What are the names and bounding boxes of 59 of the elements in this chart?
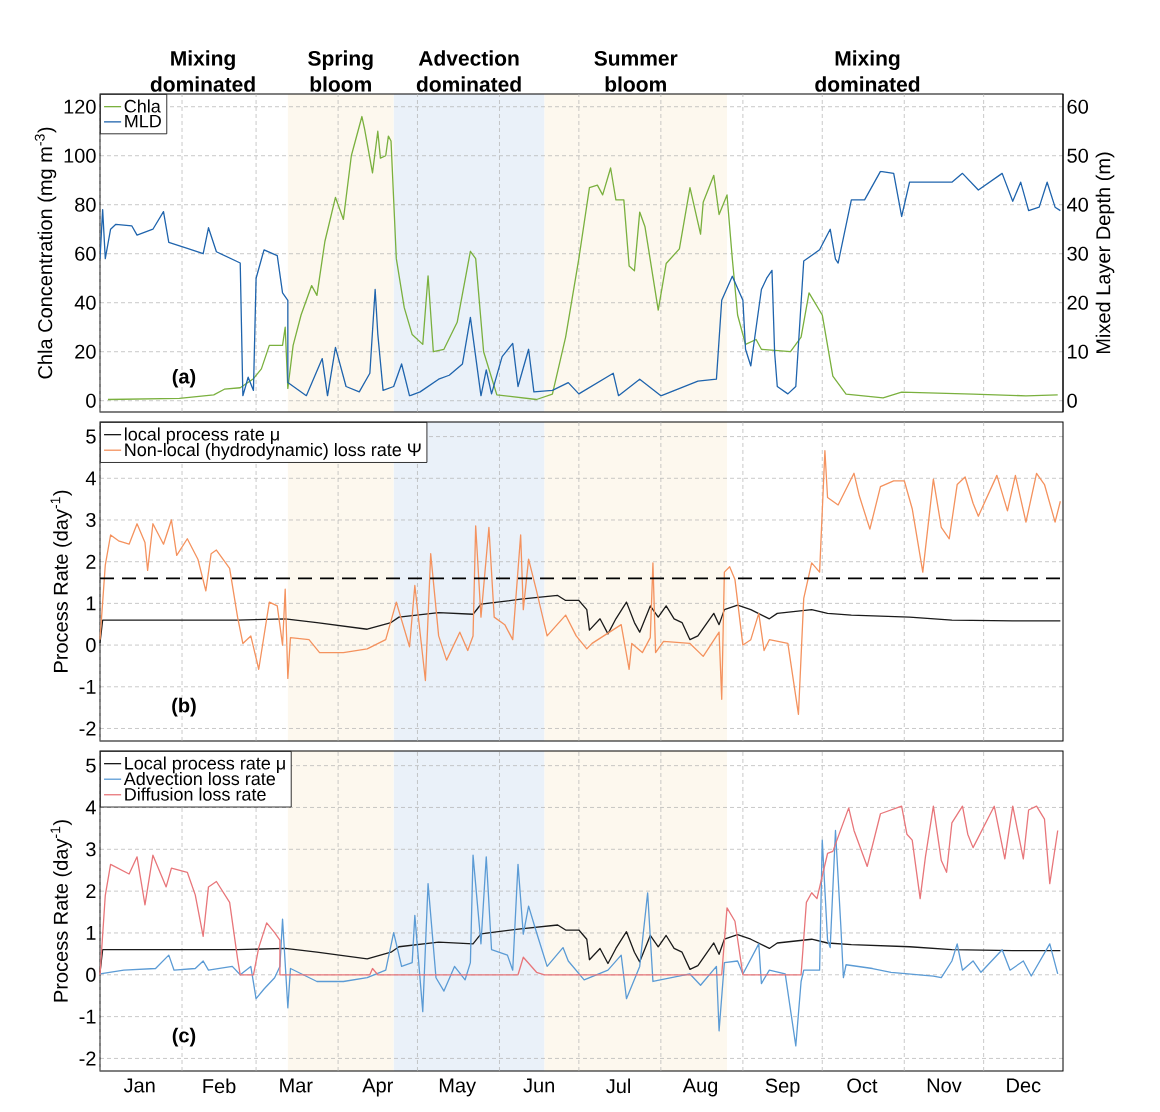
y-tick-label: 0 <box>86 393 96 408</box>
annotation: (c) <box>172 1027 196 1047</box>
legend-label: Diffusion loss rate <box>125 787 266 801</box>
y2-tick-label: 10 <box>1068 344 1088 359</box>
x-tick-label: Sep <box>765 1078 800 1097</box>
y-tick-label: 80 <box>75 197 96 212</box>
x-tick-label: Oct <box>847 1078 878 1093</box>
y-axis-title: Process Rate (day$^{-1}$) <box>50 490 72 672</box>
y2-axis-title: Mixed Layer Depth (m) <box>1095 152 1115 354</box>
x-tick-label: Jul <box>606 1078 630 1094</box>
y-tick-label: -1 <box>79 1009 96 1024</box>
y2-tick-label: 60 <box>1067 99 1088 114</box>
y-tick-label: 0 <box>86 638 96 653</box>
y-tick-label: 120 <box>64 99 96 114</box>
y-tick-label: 1 <box>86 596 96 611</box>
y2-tick-label: 0 <box>1067 393 1077 408</box>
y-tick-label: 40 <box>74 295 96 310</box>
y-tick-label: 100 <box>64 148 96 163</box>
band-label: Summer bloom <box>594 50 678 92</box>
x-tick-label: Jun <box>523 1078 554 1093</box>
x-tick-label: Mar <box>280 1078 313 1093</box>
y-tick-label: -2 <box>79 1051 96 1066</box>
annotation: (a) <box>172 368 196 388</box>
y-tick-label: -2 <box>79 721 96 736</box>
y-tick-label: 4 <box>85 471 96 486</box>
legend-label: MLD <box>125 114 161 128</box>
legend-label: Advection loss rate <box>123 771 276 786</box>
y-axis-title: Chla Concentration (mg m$^{-3}$) <box>34 127 57 379</box>
y2-tick-label: 20 <box>1067 295 1088 310</box>
y-tick-label: 2 <box>86 884 96 899</box>
y2-tick-label: 40 <box>1067 197 1088 212</box>
y2-tick-label: 30 <box>1067 246 1088 261</box>
y-tick-label: 4 <box>85 800 96 815</box>
y-tick-label: 0 <box>86 967 96 982</box>
text: Mixing dominated <box>815 50 920 92</box>
y-axis-title: Process Rate (day$^{-1}$) <box>50 820 72 1002</box>
y-tick-label: 5 <box>86 758 96 773</box>
y-tick-label: -1 <box>79 679 96 694</box>
y-tick-label: 60 <box>75 246 96 261</box>
annotation: (b) <box>172 697 196 717</box>
y-tick-label: 20 <box>75 344 96 359</box>
x-tick-label: Jan <box>123 1078 155 1093</box>
y-tick-label: 3 <box>86 842 96 857</box>
x-tick-label: Apr <box>362 1078 394 1097</box>
x-tick-label: May <box>439 1078 477 1097</box>
band-label: Spring bloom <box>308 50 373 92</box>
x-tick-label: Aug <box>682 1078 718 1097</box>
legend-label: Chla <box>124 99 161 113</box>
y-tick-label: 2 <box>86 554 96 569</box>
y2-tick-label: 50 <box>1067 148 1088 163</box>
x-tick-label: Feb <box>203 1078 236 1094</box>
band-label: Advection dominated <box>416 50 521 92</box>
x-tick-label: Dec <box>1007 1078 1041 1093</box>
x-tick-label: Nov <box>927 1078 962 1093</box>
y-tick-label: 3 <box>86 512 96 528</box>
text: Mixing dominated <box>150 50 255 92</box>
y-tick-label: 1 <box>86 926 96 940</box>
legend-label: Non-local (hydrodynamic) loss rate Ψ <box>125 442 421 460</box>
y-tick-label: 5 <box>86 429 96 444</box>
